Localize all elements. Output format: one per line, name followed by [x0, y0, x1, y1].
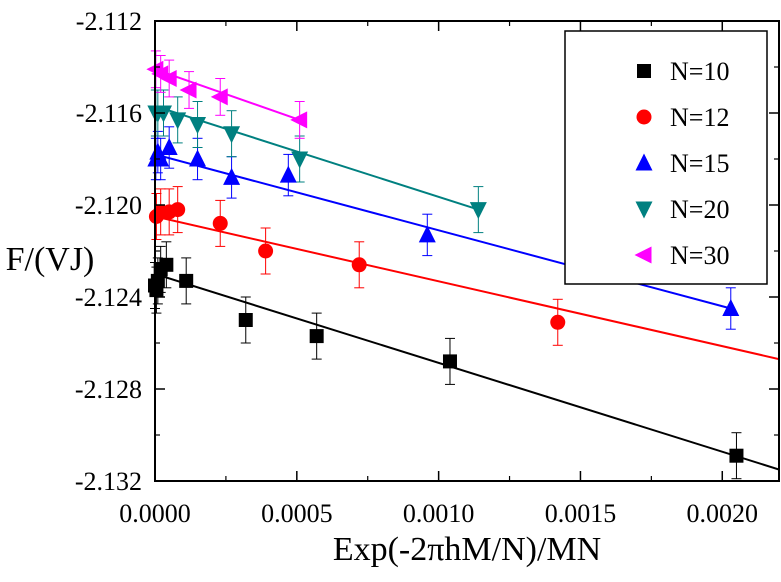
x-tick-label: 0.0020 [687, 499, 759, 528]
legend-marker-n15 [635, 153, 653, 171]
legend-label-n12: N=12 [670, 103, 729, 132]
data-point-n10 [238, 313, 253, 327]
data-point-n20 [469, 202, 487, 220]
fit-line-n20 [155, 105, 479, 211]
y-tick-label: -2.128 [75, 375, 142, 404]
data-point-n10 [729, 448, 744, 463]
legend-box [564, 30, 768, 285]
data-point-n10 [309, 329, 324, 344]
legend-label-n30: N=30 [670, 241, 729, 270]
data-point-n30 [210, 88, 228, 106]
legend-marker-n20 [635, 201, 653, 219]
data-point-n15 [160, 138, 178, 155]
data-point-n15 [189, 149, 207, 167]
data-point-n30 [159, 70, 177, 87]
data-point-n15 [279, 165, 297, 183]
axis-ticks [154, 20, 779, 482]
data-point-n30 [179, 81, 197, 99]
legend: N=10 N=12 N=15 N=20 N=30 [564, 30, 768, 285]
legend-marker-n30 [634, 246, 652, 264]
y-tick-label: -2.124 [75, 283, 142, 312]
legend-label-n10: N=10 [670, 57, 729, 86]
x-tick-label: 0.0015 [545, 499, 617, 528]
data-point-n20 [291, 151, 309, 169]
data-point-n12 [258, 243, 274, 259]
data-point-n15 [418, 225, 436, 243]
data-point-n10 [442, 354, 457, 369]
legend-marker-n10 [637, 64, 651, 78]
data-point-n30 [290, 111, 308, 129]
tick-labels: 0.0000 0.0005 0.0010 0.0015 0.0020 -2.132 -2.1… [75, 7, 758, 528]
fit-line-n10 [155, 273, 779, 471]
data-point-n20 [223, 126, 241, 144]
x-axis-label: Exp(-2πhM/N)/MN [333, 531, 601, 568]
x-tick-label: 0.0000 [119, 499, 191, 528]
legend-marker-n12 [636, 109, 652, 125]
y-tick-label: -2.132 [75, 467, 142, 496]
legend-label-n15: N=15 [670, 149, 729, 178]
y-tick-label: -2.120 [75, 191, 142, 220]
data-point-n15 [223, 167, 241, 185]
y-axis-label: F/(VJ) [6, 241, 95, 278]
data-point-n20 [189, 117, 207, 134]
data-point-n15 [152, 149, 170, 167]
x-tick-label: 0.0010 [403, 499, 475, 528]
data-markers [146, 60, 744, 463]
data-point-n10 [179, 273, 194, 288]
data-point-n12 [351, 257, 367, 273]
legend-label-n20: N=20 [670, 195, 729, 224]
data-point-n12 [550, 314, 566, 330]
y-tick-label: -2.112 [76, 7, 142, 36]
data-point-n12 [212, 215, 228, 231]
data-point-n20 [169, 112, 187, 130]
data-point-n15 [722, 299, 740, 316]
data-point-n20 [155, 105, 173, 123]
x-tick-label: 0.0005 [261, 499, 333, 528]
y-tick-label: -2.116 [76, 99, 142, 128]
data-point-n10 [159, 257, 174, 272]
data-point-n12 [170, 202, 186, 218]
fit-line-n12 [155, 215, 779, 361]
